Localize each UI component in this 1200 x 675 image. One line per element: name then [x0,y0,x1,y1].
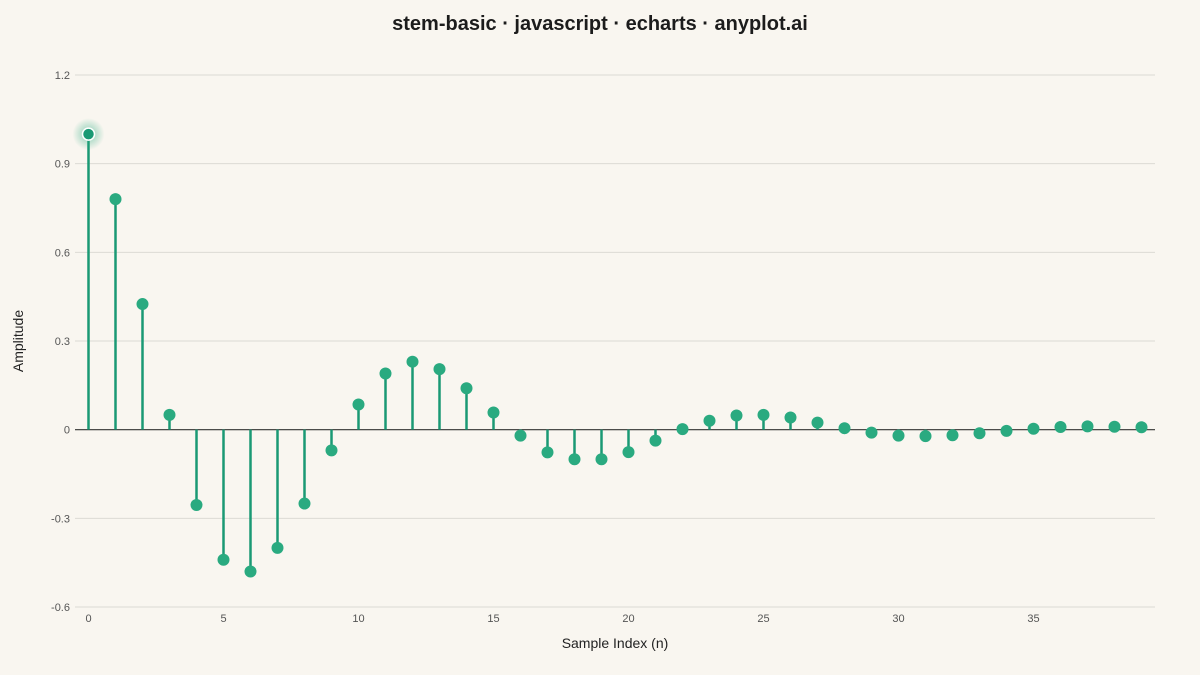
stem-series [72,118,1148,578]
stem-marker[interactable] [325,444,338,457]
stem-marker[interactable] [514,429,527,442]
stem-marker[interactable] [81,127,96,141]
stem-marker[interactable] [1108,420,1121,433]
stem-marker[interactable] [163,408,176,421]
y-tick-label: 1.2 [55,70,70,82]
x-tick-label: 30 [892,613,904,625]
x-tick-label: 10 [352,613,364,625]
y-tick-label: 0.9 [55,159,70,171]
stem-marker[interactable] [406,355,419,368]
stem-marker[interactable] [730,409,743,422]
stem-marker[interactable] [595,453,608,466]
stem-marker[interactable] [1081,420,1094,433]
stem-marker[interactable] [217,553,230,566]
stem-marker[interactable] [757,408,770,421]
stem-marker[interactable] [838,422,851,435]
stem-marker[interactable] [136,298,149,311]
y-tick-label: 0.6 [55,247,70,259]
stem-marker[interactable] [919,430,932,443]
x-tick-label: 0 [85,613,91,625]
x-tick-label: 25 [757,613,769,625]
y-axis-ticks: -0.6 -0.3 0 0.3 0.6 0.9 1.2 [51,70,70,614]
stem-marker[interactable] [973,427,986,440]
stem-marker[interactable] [352,398,365,411]
stem-marker[interactable] [649,434,662,447]
stem-marker[interactable] [244,565,257,578]
stem-marker[interactable] [460,382,473,395]
y-tick-label: 0 [64,425,70,437]
stem-marker[interactable] [703,414,716,427]
y-tick-label: 0.3 [55,336,70,348]
x-tick-label: 15 [487,613,499,625]
stem-marker[interactable] [946,429,959,442]
stem-marker[interactable] [865,426,878,439]
stem-marker[interactable] [541,446,554,459]
x-tick-label: 20 [622,613,634,625]
stem-marker[interactable] [811,416,824,429]
stem-marker[interactable] [1000,424,1013,437]
x-tick-label: 35 [1027,613,1039,625]
stem-marker[interactable] [433,363,446,376]
stem-marker[interactable] [190,499,203,512]
x-axis-label: Sample Index (n) [562,635,669,651]
stem-marker[interactable] [487,406,500,419]
x-axis-ticks: 0 5 10 15 20 25 30 35 [85,613,1039,625]
y-axis-label: Amplitude [10,310,26,372]
stem-marker[interactable] [568,453,581,466]
y-tick-label: -0.6 [51,602,70,614]
stem-marker[interactable] [1135,421,1148,434]
chart-title: stem-basic · javascript · echarts · anyp… [392,13,808,35]
y-tick-label: -0.3 [51,513,70,525]
stem-marker[interactable] [109,193,122,206]
gridlines [75,74,1155,608]
stem-marker[interactable] [298,497,311,510]
stem-marker[interactable] [379,367,392,380]
stem-marker[interactable] [676,423,689,436]
stem-marker[interactable] [784,411,797,424]
stem-marker[interactable] [1054,421,1067,434]
stem-marker[interactable] [892,429,905,442]
stem-marker[interactable] [622,446,635,459]
x-tick-label: 5 [220,613,226,625]
stem-marker[interactable] [271,541,284,554]
stem-marker[interactable] [1027,422,1040,435]
